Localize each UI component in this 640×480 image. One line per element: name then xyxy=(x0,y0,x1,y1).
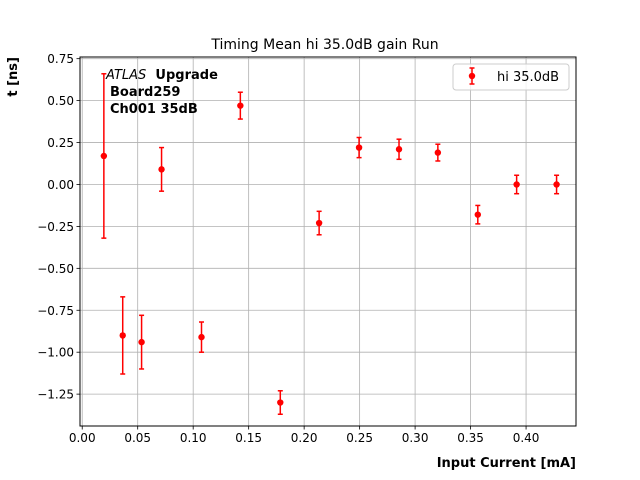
y-axis-ticks: −1.25 −1.00 −0.75 −0.50 −0.25 0.00 0.25 0.50 0.7… xyxy=(37,52,80,402)
point-marker xyxy=(315,219,323,227)
data-point xyxy=(395,138,403,161)
x-tick-label: 0.35 xyxy=(457,431,484,445)
board-label: Board259 xyxy=(110,85,180,100)
x-tick-label: 0.00 xyxy=(69,431,96,445)
y-tick-label: −0.25 xyxy=(37,220,74,234)
y-axis-label: t [ns] xyxy=(6,57,21,97)
legend-box xyxy=(452,63,570,91)
data-point xyxy=(315,210,323,236)
y-tick-label: 0.00 xyxy=(47,178,74,192)
data-point xyxy=(434,143,442,162)
point-marker xyxy=(119,332,126,339)
channel-label: Ch001 35dB xyxy=(110,102,198,117)
point-marker xyxy=(237,102,244,109)
y-tick-label: 0.25 xyxy=(47,136,74,150)
chart-title: Timing Mean hi 35.0dB gain Run xyxy=(210,37,438,53)
point-marker xyxy=(198,333,205,341)
y-tick-label: −1.25 xyxy=(37,388,74,402)
x-axis-ticks: 0.00 0.05 0.10 0.15 0.20 0.25 0.30 0.35 0.40 xyxy=(69,426,540,445)
y-tick-label: −0.75 xyxy=(37,304,74,318)
data-points xyxy=(100,73,560,416)
point-marker xyxy=(474,211,481,218)
point-marker xyxy=(355,144,363,151)
atlas-label: ATLAS xyxy=(105,68,146,83)
point-marker xyxy=(395,146,403,153)
upgrade-label: Upgrade xyxy=(155,68,218,83)
x-tick-label: 0.30 xyxy=(402,431,429,445)
data-point xyxy=(138,314,145,370)
x-axis-label: Input Current [mA] xyxy=(437,456,576,471)
y-tick-label: 0.50 xyxy=(47,94,74,108)
x-tick-label: 0.10 xyxy=(180,431,207,445)
point-marker xyxy=(513,181,520,188)
x-tick-label: 0.25 xyxy=(346,431,373,445)
point-marker xyxy=(138,338,145,346)
svg-text:ATLAS Upgrade: ATLAS Upgrade xyxy=(105,68,218,83)
point-marker xyxy=(158,166,165,173)
legend-marker xyxy=(468,72,476,80)
data-point xyxy=(355,136,363,159)
x-tick-label: 0.05 xyxy=(124,431,151,445)
plot-frame xyxy=(79,56,577,427)
data-point xyxy=(474,204,481,225)
y-tick-label: −1.00 xyxy=(37,346,74,360)
point-marker xyxy=(434,149,442,156)
legend: hi 35.0dB xyxy=(452,63,570,91)
grid xyxy=(80,57,576,426)
x-tick-label: 0.40 xyxy=(513,431,540,445)
x-tick-label: 0.15 xyxy=(235,431,262,445)
data-point xyxy=(158,146,165,192)
data-point xyxy=(100,73,108,239)
data-point xyxy=(553,174,560,195)
y-tick-label: −0.50 xyxy=(37,262,74,276)
annotation: ATLAS Upgrade Board259 Ch001 35dB xyxy=(105,68,218,117)
data-point xyxy=(119,296,126,375)
point-marker xyxy=(277,399,284,406)
data-point xyxy=(237,91,244,120)
x-tick-label: 0.20 xyxy=(291,431,318,445)
point-marker xyxy=(553,181,560,188)
legend-label: hi 35.0dB xyxy=(497,70,559,85)
data-point xyxy=(277,390,284,416)
y-tick-label: 0.75 xyxy=(47,52,74,66)
data-point xyxy=(513,174,520,195)
point-marker xyxy=(100,152,108,160)
data-point xyxy=(198,321,205,353)
